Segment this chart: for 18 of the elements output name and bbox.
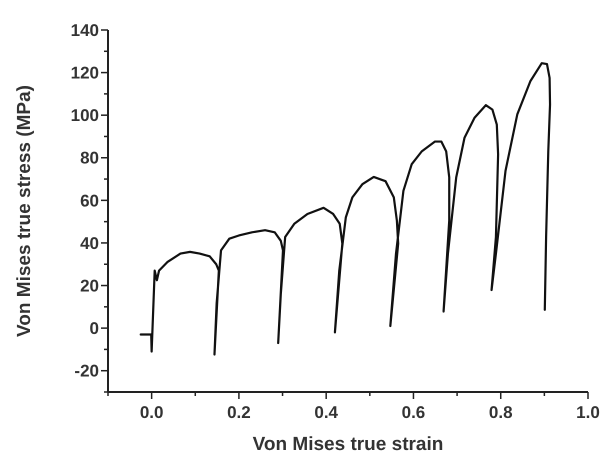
y-tick-label: 120	[70, 64, 99, 83]
x-tick-label: 0.6	[402, 403, 426, 422]
x-tick-label: 0.0	[140, 403, 164, 422]
x-tick-label: 0.4	[314, 403, 339, 422]
y-tick-label: 0	[90, 319, 99, 338]
x-axis-title: Von Mises true strain	[252, 434, 444, 455]
y-tick-label: 100	[70, 106, 99, 126]
y-tick-label: 60	[80, 191, 99, 210]
y-tick-label: 40	[80, 234, 99, 253]
y-tick-label: -20	[74, 362, 99, 381]
x-tick-label: 0.8	[488, 403, 513, 422]
x-tick-label: 1.0	[576, 403, 600, 422]
x-tick-label: 0.2	[227, 403, 251, 422]
y-axis-title: Von Mises true stress (MPa)	[14, 84, 35, 338]
y-tick-label: 140	[70, 20, 99, 40]
line-series	[140, 62, 552, 356]
y-tick-label: 80	[80, 148, 99, 168]
y-tick-label: 20	[80, 276, 99, 296]
